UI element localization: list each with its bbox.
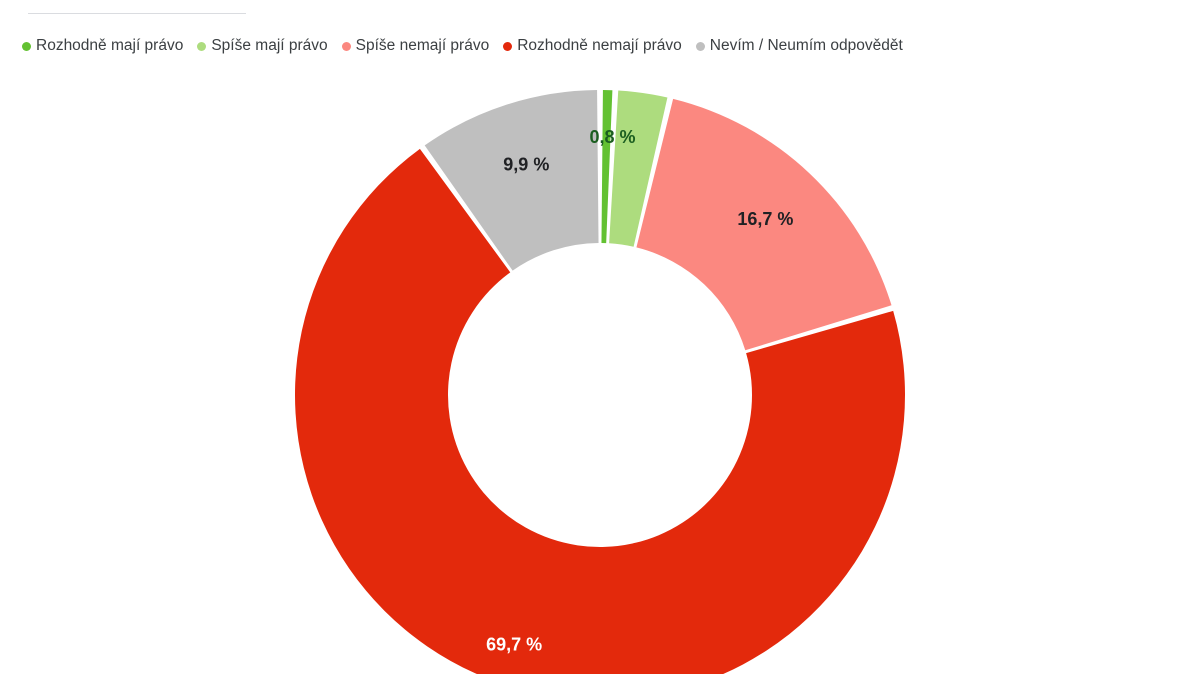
legend-swatch-icon xyxy=(22,41,31,51)
legend-swatch-icon xyxy=(341,41,351,51)
legend-item[interactable]: Nevím / Neumím odpovědět xyxy=(695,37,903,55)
donut-slice[interactable] xyxy=(609,90,668,247)
legend-swatch-icon xyxy=(503,41,513,51)
slice-value-label: 0,8 % xyxy=(589,127,635,147)
slice-value-label: 16,7 % xyxy=(737,209,793,229)
slice-value-label: 9,9 % xyxy=(503,155,549,175)
legend-item[interactable]: Rozhodně nemají právo xyxy=(503,37,682,55)
donut-slice[interactable] xyxy=(295,148,905,674)
chart-header: Celkem xyxy=(0,0,1200,30)
legend-item-label: Spíše nemají právo xyxy=(355,37,490,54)
donut-slice[interactable] xyxy=(636,98,892,351)
legend-item[interactable]: Spíše mají právo xyxy=(197,37,328,55)
series-selector[interactable]: Celkem xyxy=(28,0,246,14)
donut-chart: 0,8 % 16,7 % 69,7 % 9,9 % xyxy=(295,90,905,674)
chart-plot-area: 0,8 % 16,7 % 69,7 % 9,9 % xyxy=(0,62,1200,674)
donut-slice[interactable] xyxy=(424,90,599,271)
donut-slice[interactable] xyxy=(601,90,613,244)
legend-item-label: Nevím / Neumím odpovědět xyxy=(709,37,903,54)
legend-item-label: Rozhodně mají právo xyxy=(36,37,184,54)
legend-item-label: Rozhodně nemají právo xyxy=(517,37,682,54)
legend-swatch-icon xyxy=(197,41,207,51)
legend-swatch-icon xyxy=(695,41,705,51)
legend-item-label: Spíše mají právo xyxy=(211,37,328,54)
legend-item[interactable]: Rozhodně mají právo xyxy=(22,37,183,55)
chart-legend: Rozhodně mají právo Spíše mají právo Spíše… xyxy=(22,35,917,57)
legend-item[interactable]: Spíše nemají právo xyxy=(341,37,490,55)
slice-value-label: 69,7 % xyxy=(486,635,542,655)
